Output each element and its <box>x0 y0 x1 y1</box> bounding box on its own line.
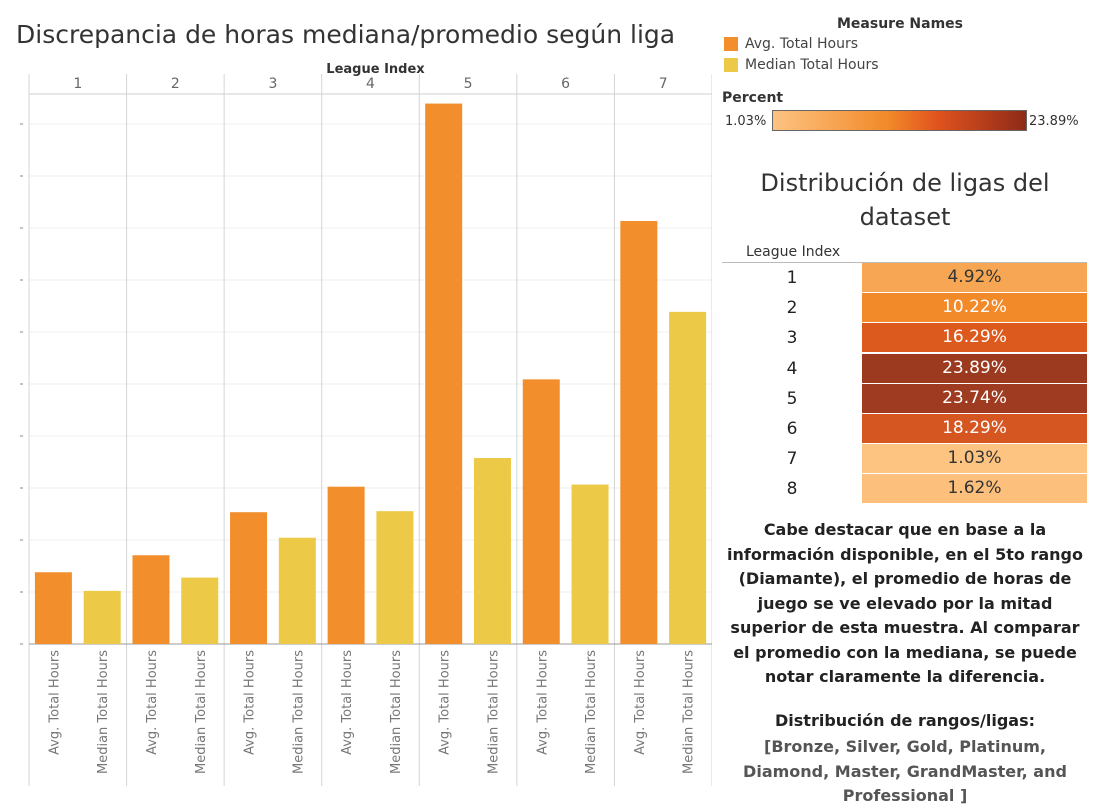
table-row: 2 10.22% <box>722 293 1087 323</box>
percent-cell: 23.74% <box>862 383 1087 413</box>
percent-legend-title: Percent <box>722 90 784 106</box>
percent-cell: 1.62% <box>862 474 1087 504</box>
table-header-divider <box>722 262 1087 263</box>
measure-tick-label: Avg. Total Hours <box>340 650 355 755</box>
measure-tick-label: Median Total Hours <box>682 650 697 774</box>
measure-tick-label: Avg. Total Hours <box>535 650 550 755</box>
facet-label: 2 <box>171 76 180 92</box>
facet-axis-label: League Index <box>326 62 425 77</box>
measure-tick-label: Median Total Hours <box>584 650 599 774</box>
percent-gradient-bar <box>772 110 1027 131</box>
legend-swatch-median <box>724 58 738 72</box>
measure-tick-label: Avg. Total Hours <box>243 650 258 755</box>
chart-title: Discrepancia de horas mediana/promedio s… <box>16 20 676 49</box>
bar <box>83 590 121 644</box>
table-row: 5 23.74% <box>722 383 1087 414</box>
table-row: 1 4.92% <box>722 263 1087 293</box>
percent-cell: 18.29% <box>862 414 1087 443</box>
measure-tick-label: Avg. Total Hours <box>47 650 62 755</box>
legend-item-median[interactable]: Median Total Hours <box>724 57 879 73</box>
facet-label: 5 <box>464 76 473 92</box>
facet-label: 7 <box>659 76 668 92</box>
bar <box>230 512 268 644</box>
percent-legend-min: 1.03% <box>725 114 767 129</box>
measure-tick-label: Median Total Hours <box>291 650 306 774</box>
table-row: 7 1.03% <box>722 444 1087 474</box>
bar <box>181 577 219 644</box>
table-row: 3 16.29% <box>722 323 1087 353</box>
facet-label: 6 <box>561 76 570 92</box>
measure-tick-label: Median Total Hours <box>194 650 209 774</box>
percent-cell: 16.29% <box>862 323 1087 353</box>
league-index-cell: 6 <box>786 419 798 439</box>
league-index-cell: 2 <box>786 298 798 319</box>
measure-tick-label: Avg. Total Hours <box>145 650 160 755</box>
note-ranks-title: Distribución de rangos/ligas: <box>775 711 1035 730</box>
league-index-cell: 7 <box>786 449 798 470</box>
measure-tick-label: Avg. Total Hours <box>438 650 453 755</box>
facet-label: 3 <box>268 76 277 92</box>
bar <box>571 484 609 644</box>
table-header-league-index: League Index <box>746 244 841 260</box>
legend-swatch-avg <box>724 37 738 51</box>
note-ranks-list: [Bronze, Silver, Gold, Platinum, Diamond… <box>743 737 1067 805</box>
measure-tick-label: Avg. Total Hours <box>633 650 648 755</box>
bar <box>620 221 658 645</box>
bar <box>132 555 170 644</box>
bar <box>278 537 316 644</box>
bar <box>473 458 511 644</box>
league-index-cell: 3 <box>786 328 798 349</box>
table-row: 4 23.89% <box>722 353 1087 384</box>
percent-cell: 1.03% <box>862 444 1087 474</box>
table-row: 8 1.62% <box>722 474 1087 504</box>
facet-label: 1 <box>73 76 82 92</box>
table-row: 6 18.29% <box>722 414 1087 444</box>
bar <box>522 379 560 644</box>
bar <box>34 572 72 644</box>
measure-tick-label: Median Total Hours <box>389 650 404 774</box>
league-index-cell: 4 <box>786 358 798 379</box>
percent-cell: 4.92% <box>862 263 1087 292</box>
percent-legend-max: 23.89% <box>1029 114 1079 129</box>
table-title: Distribución de ligas del dataset <box>760 169 1050 231</box>
bar <box>425 103 463 645</box>
bar <box>376 511 414 644</box>
percent-cell: 10.22% <box>862 293 1087 323</box>
league-index-cell: 5 <box>786 388 798 409</box>
facet-label: 4 <box>366 76 375 92</box>
league-index-cell: 8 <box>786 479 798 500</box>
measure-tick-label: Median Total Hours <box>486 650 501 774</box>
measure-tick-label: Median Total Hours <box>96 650 111 774</box>
league-index-cell: 1 <box>786 268 798 288</box>
legend-label-avg: Avg. Total Hours <box>745 36 858 52</box>
note-text: Cabe destacar que en base a la informaci… <box>727 520 1083 686</box>
legend-label-median: Median Total Hours <box>745 57 879 73</box>
percent-cell: 23.89% <box>862 353 1087 383</box>
bar <box>669 311 707 644</box>
legend-title: Measure Names <box>836 16 964 32</box>
bar-chart: League Index 1 Avg. Total Hours Median Tota… <box>20 62 712 786</box>
bar <box>327 486 365 644</box>
legend-item-avg[interactable]: Avg. Total Hours <box>724 36 858 52</box>
